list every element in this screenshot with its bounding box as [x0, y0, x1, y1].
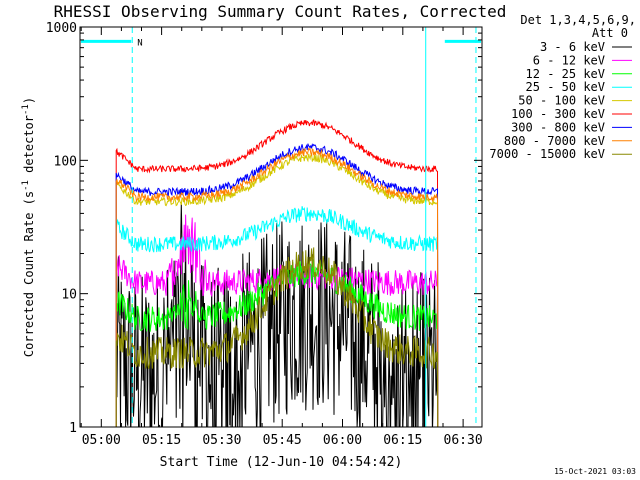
x-tick-label: 05:45: [263, 433, 302, 448]
legend-entry-label: 6 - 12 keV: [533, 53, 605, 67]
x-axis: 05:00 05:15 05:30 05:45 06:00 06:15 06:30: [80, 27, 483, 448]
legend-entry-label: 7000 - 15000 keV: [489, 147, 605, 161]
plot-frame: [79, 26, 483, 428]
legend-entry-label: 50 - 100 keV: [518, 94, 605, 108]
series-line: [115, 247, 439, 427]
x-tick-label: 06:30: [444, 433, 483, 448]
y-tick-label: 1000: [46, 21, 77, 36]
x-tick-label: 05:30: [202, 433, 241, 448]
y-axis-label-end: ): [22, 97, 36, 104]
legend-header-detectors: Det 1,3,4,5,6,9,: [520, 13, 636, 27]
series-line: [115, 119, 439, 427]
series-line: [115, 152, 439, 427]
x-tick-label: 05:15: [142, 433, 181, 448]
legend-entry-label: 100 - 300 keV: [511, 107, 605, 121]
x-tick-label: 05:00: [82, 433, 121, 448]
x-tick-label: 06:00: [323, 433, 362, 448]
y-axis-label-mid: detector: [22, 115, 36, 180]
chart-title: RHESSI Observing Summary Count Rates, Co…: [54, 2, 507, 21]
plot-area: N: [79, 26, 483, 428]
attenuator-marker-label: N: [137, 38, 142, 48]
y-axis-label-sup1: -1: [21, 180, 31, 191]
legend-entry-label: 25 - 50 keV: [526, 80, 605, 94]
series-line: [115, 206, 439, 427]
x-axis-label: Start Time (12-Jun-10 04:54:42): [160, 455, 403, 470]
legend-entry-label: 12 - 25 keV: [526, 67, 605, 81]
y-axis: 1 10 100 1000: [46, 21, 482, 436]
legend-entry-label: 800 - 7000 keV: [504, 134, 605, 148]
generation-timestamp: 15-Oct-2021 03:03: [554, 467, 636, 476]
legend-entry-label: 3 - 6 keV: [540, 40, 605, 54]
legend-entry-label: 300 - 800 keV: [511, 120, 605, 134]
y-tick-label: 10: [61, 288, 77, 303]
series-line: [115, 143, 439, 427]
legend-header-attenuator: Att 0: [592, 26, 628, 40]
y-axis-label: Corrected Count Rate (s-1 detector-1): [21, 97, 36, 357]
series-line: [115, 147, 439, 427]
y-axis-label-sup2: -1: [21, 104, 31, 115]
y-axis-label-main: Corrected Count Rate (s: [22, 191, 36, 357]
x-tick-label: 06:15: [383, 433, 422, 448]
y-tick-label: 100: [54, 154, 77, 169]
y-tick-label: 1: [69, 421, 77, 436]
